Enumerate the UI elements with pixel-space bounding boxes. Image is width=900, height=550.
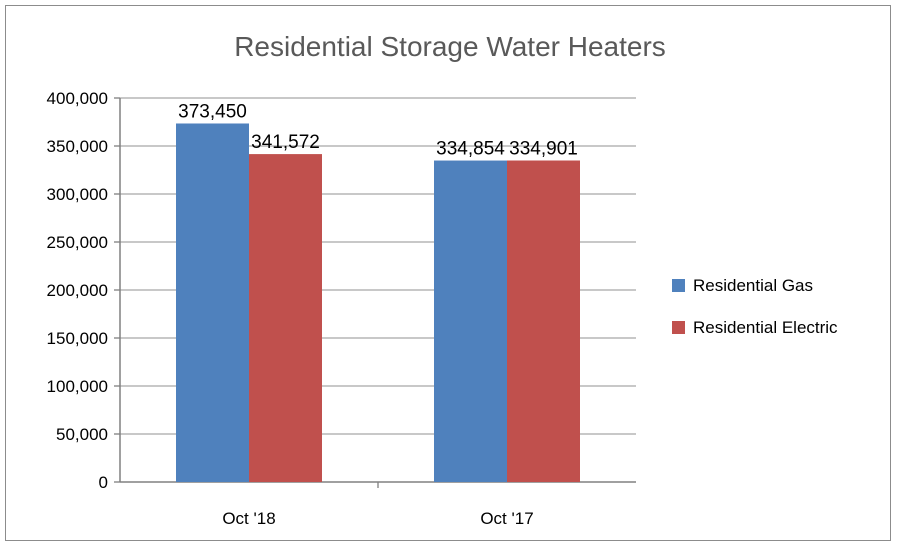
- y-tick-label: 0: [99, 473, 108, 492]
- y-tick-label: 200,000: [47, 281, 108, 300]
- bar-residential-gas-0: [176, 123, 249, 482]
- data-label: 373,450: [178, 101, 247, 122]
- y-tick-label: 400,000: [47, 89, 108, 108]
- chart-title: Residential Storage Water Heaters: [234, 31, 666, 62]
- y-tick-label: 100,000: [47, 377, 108, 396]
- data-label: 334,901: [509, 138, 578, 159]
- y-tick-label: 50,000: [56, 425, 108, 444]
- axes: 0 50,000 100,000 150,000 200,000 250,000 300,0…: [47, 89, 636, 528]
- y-tick-label: 350,000: [47, 137, 108, 156]
- y-tick-label: 250,000: [47, 233, 108, 252]
- bar-residential-electric-0: [249, 154, 322, 482]
- legend-label: Residential Gas: [693, 276, 813, 295]
- y-tick-label: 150,000: [47, 329, 108, 348]
- data-label: 341,572: [251, 132, 320, 153]
- bars: [176, 123, 580, 482]
- legend: Residential Gas Residential Electric: [672, 276, 838, 337]
- legend-swatch: [672, 321, 685, 334]
- bar-residential-gas-1: [434, 160, 507, 482]
- y-tick-label: 300,000: [47, 185, 108, 204]
- data-label: 334,854: [436, 139, 505, 160]
- x-tick-label: Oct '18: [222, 509, 275, 528]
- legend-swatch: [672, 279, 685, 292]
- legend-label: Residential Electric: [693, 318, 838, 337]
- x-tick-label: Oct '17: [480, 509, 533, 528]
- bar-residential-electric-1: [507, 160, 580, 482]
